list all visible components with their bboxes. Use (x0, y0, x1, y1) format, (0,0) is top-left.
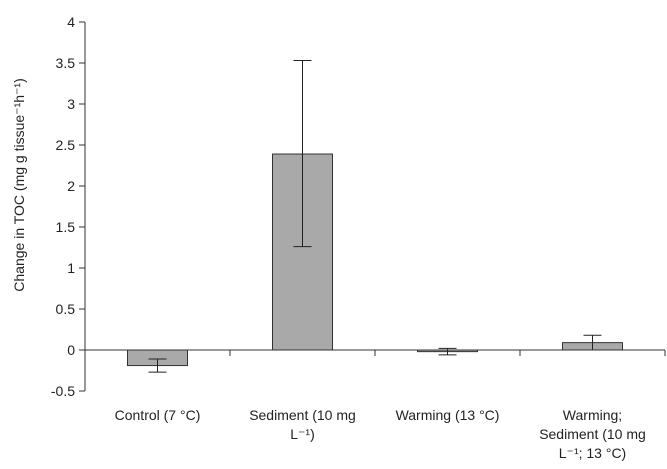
y-tick-label: 3 (67, 96, 75, 112)
category-label-line: Sediment (10 mg (539, 426, 646, 442)
category-label-line: Sediment (10 mg (249, 407, 356, 423)
category-label: Sediment (10 mg L⁻¹) (249, 407, 356, 442)
y-tick-label: -0.5 (51, 383, 75, 399)
y-axis: 4 3.5 3 2.5 2 1.5 1 0.5 0 -0.5 (51, 14, 86, 399)
category-label-line: Control (7 °C) (115, 407, 201, 423)
category-label-line: L⁻¹; 13 °C) (559, 445, 626, 461)
category-labels: Control (7 °C) Sediment (10 mg L⁻¹) Warming… (115, 407, 646, 461)
y-axis-label: Change in TOC (mg g tissue⁻¹h⁻¹) (11, 78, 27, 291)
bars (127, 153, 623, 367)
category-label-line: Warming; (563, 407, 622, 423)
x-axis (85, 349, 666, 356)
category-label-line: L⁻¹) (290, 426, 315, 442)
y-tick-label: 0.5 (56, 301, 76, 317)
error-bars (148, 60, 602, 373)
y-tick-label: 3.5 (56, 55, 76, 71)
y-tick-label: 0 (67, 342, 75, 358)
y-tick-label: 1 (67, 260, 75, 276)
y-tick-label: 2 (67, 178, 75, 194)
y-tick-label: 1.5 (56, 219, 76, 235)
category-label: Control (7 °C) (115, 407, 201, 423)
y-tick-label: 4 (67, 14, 75, 30)
category-label-line: Warming (13 °C) (396, 407, 500, 423)
category-label: Warming; Sediment (10 mg L⁻¹; 13 °C) (539, 407, 646, 461)
category-label: Warming (13 °C) (396, 407, 500, 423)
y-tick-label: 2.5 (56, 137, 76, 153)
